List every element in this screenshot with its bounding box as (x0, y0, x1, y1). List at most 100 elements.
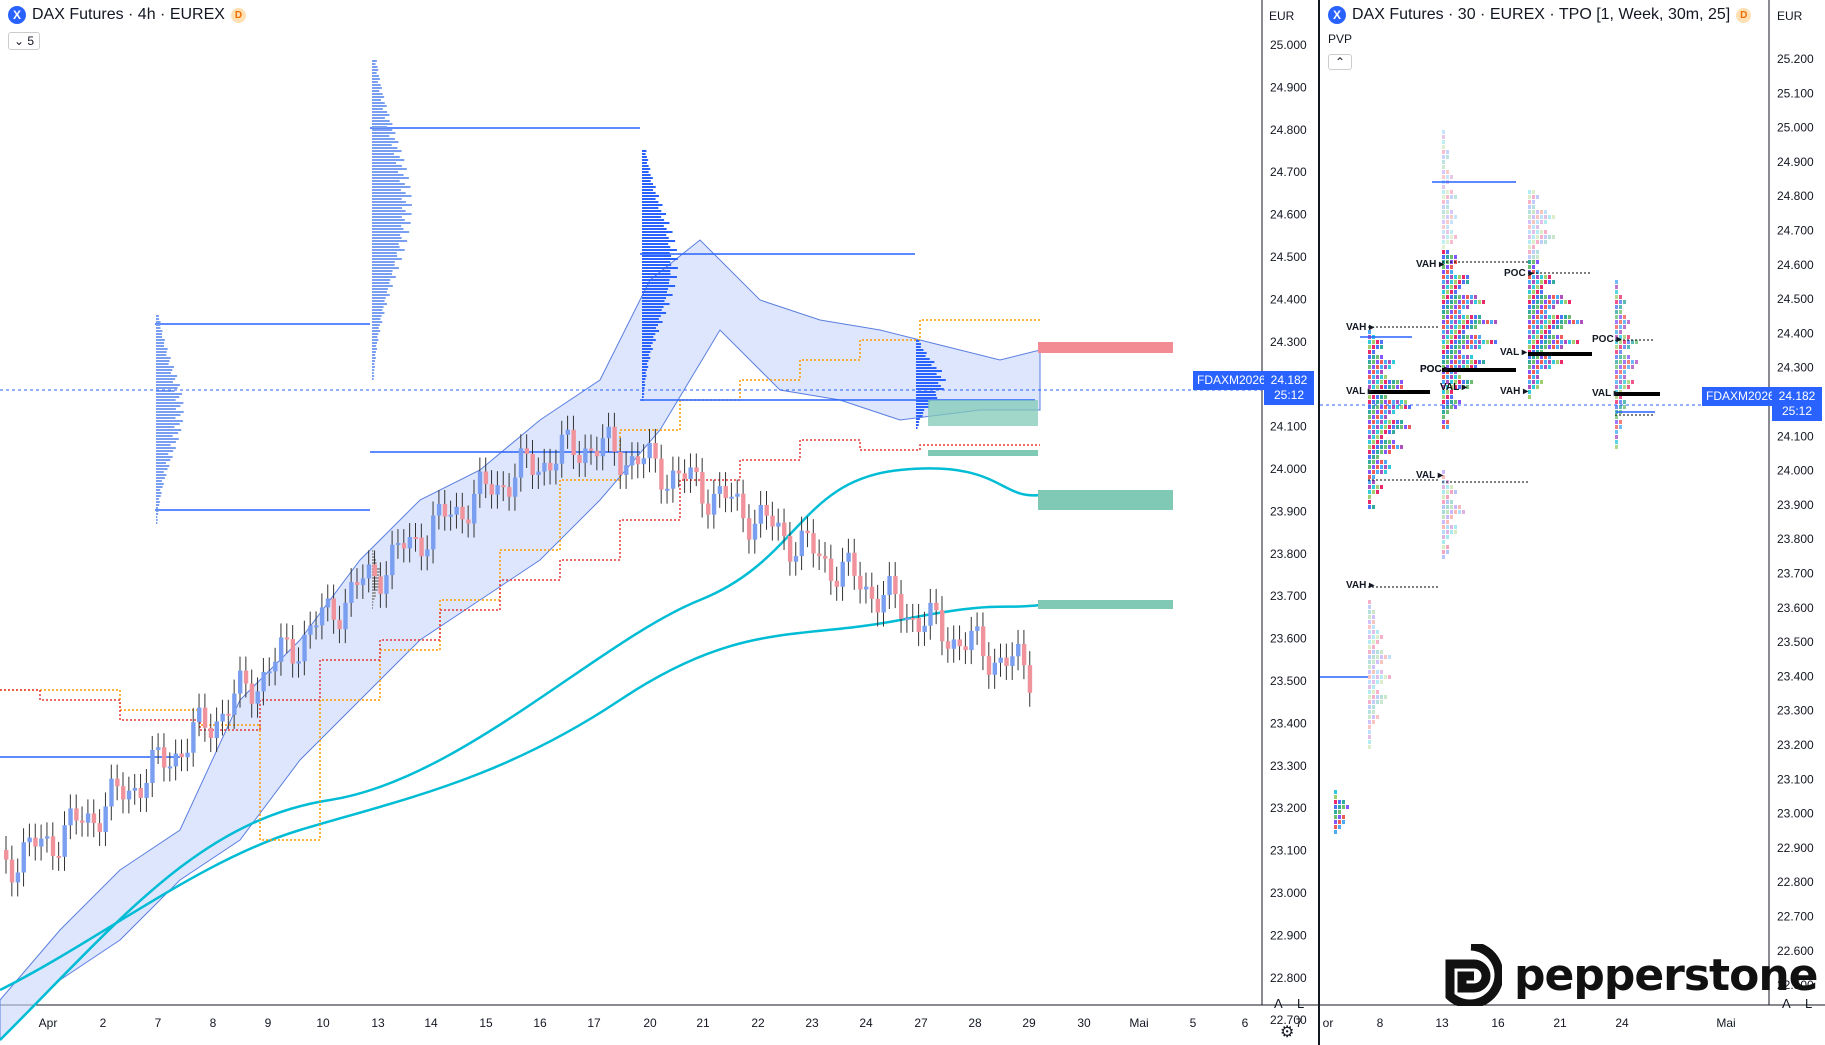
tpo-cell (1372, 660, 1375, 664)
tpo-cell (1442, 150, 1445, 154)
tpo-profile (1528, 190, 1555, 269)
indicator-toggle[interactable]: ⌄ 5 (8, 32, 41, 50)
candle-body (349, 582, 354, 603)
log-scale-button[interactable]: L (1297, 996, 1305, 1011)
left-chart-panel[interactable]: 25.000 24.900 24.800 24.700 24.600 24.500 24.4… (0, 0, 1320, 1045)
left-chart-canvas[interactable]: 25.00024.90024.80024.70024.60024.50024.4… (0, 0, 1318, 1045)
tpo-cell (1619, 295, 1622, 299)
tpo-cell (1376, 650, 1379, 654)
tpo-cell (1380, 415, 1383, 419)
volume-profile-bar (372, 222, 411, 224)
tpo-level-label: VAH ▸ (1346, 322, 1375, 333)
right-chart-title[interactable]: DAX Futures · 30 · EUREX · TPO [1, Week,… (1352, 6, 1731, 23)
candle-body (787, 535, 793, 562)
tpo-cell (1454, 305, 1457, 309)
volume-profile-bar (156, 441, 176, 443)
tpo-cell (1548, 280, 1551, 284)
x-circle-icon[interactable]: X (8, 6, 26, 24)
candle-body (355, 582, 360, 585)
tpo-cell (1544, 300, 1547, 304)
price-tick-label: 22.700 (1777, 910, 1814, 924)
tpo-cell (1334, 820, 1337, 824)
price-tick-label: 25.000 (1777, 121, 1814, 135)
tpo-cell (1458, 295, 1461, 299)
tpo-cell (1380, 700, 1383, 704)
candle-body (319, 607, 325, 626)
currency-label[interactable]: EUR (1777, 9, 1803, 23)
right-chart-panel[interactable]: 25.200 25.100 25.000 24.900 24.800 24.700 24.6… (1320, 0, 1825, 1045)
volume-profile-bar (372, 168, 407, 170)
volume-profile-bar (372, 294, 390, 296)
chevron-up-icon[interactable]: ⌃ (1328, 54, 1353, 70)
volume-profile-bar (372, 219, 405, 221)
tpo-cell (1462, 510, 1465, 514)
tpo-cell (1368, 460, 1371, 464)
tpo-cell (1372, 450, 1375, 454)
tpo-cell (1442, 175, 1445, 179)
tpo-cell (1384, 675, 1387, 679)
right-chart-canvas[interactable]: 25.20025.10025.00024.90024.80024.70024.6… (1320, 0, 1825, 1045)
volume-profile-bar (156, 438, 179, 440)
tpo-cell (1478, 340, 1481, 344)
tpo-cell (1532, 340, 1535, 344)
tpo-cell (1540, 300, 1543, 304)
tpo-cell (1446, 495, 1449, 499)
tpo-cell (1442, 255, 1445, 259)
volume-profile-bar (642, 246, 671, 248)
tpo-cell (1532, 325, 1535, 329)
tpo-cell (1482, 340, 1485, 344)
candle-body (665, 488, 670, 491)
tpo-cell (1564, 315, 1567, 319)
tpo-cell (1450, 300, 1453, 304)
tpo-cell (1372, 665, 1375, 669)
volume-profile-bar (642, 360, 649, 362)
auto-scale-button[interactable]: A (1782, 996, 1791, 1011)
volume-profile-bar (642, 342, 653, 344)
tpo-cell (1474, 360, 1477, 364)
tpo-cell (1450, 405, 1453, 409)
tpo-cell (1466, 280, 1469, 284)
tpo-cell (1458, 305, 1461, 309)
tpo-cell (1368, 620, 1371, 624)
volume-profile-bar (372, 556, 375, 558)
candle-body (951, 639, 957, 649)
log-scale-button[interactable]: L (1805, 996, 1813, 1011)
tpo-cell (1482, 300, 1485, 304)
tpo-cell (1528, 190, 1531, 194)
gear-icon[interactable]: ⚙ (1280, 1024, 1295, 1041)
currency-label[interactable]: EUR (1269, 9, 1295, 23)
candle-body (343, 602, 348, 630)
tpo-cell (1462, 295, 1465, 299)
tpo-cell (1446, 170, 1449, 174)
tpo-cell (1540, 340, 1543, 344)
tpo-cell (1619, 300, 1622, 304)
tpo-cell (1568, 340, 1571, 344)
left-chart-title[interactable]: DAX Futures · 4h · EUREX (32, 6, 225, 23)
tpo-cell (1454, 510, 1457, 514)
tpo-cell (1384, 425, 1387, 429)
tpo-cell (1454, 505, 1457, 509)
tpo-cell (1532, 335, 1535, 339)
volume-profile-bar (642, 357, 651, 359)
candle-body (881, 594, 886, 613)
tpo-cell (1631, 380, 1634, 384)
tpo-cell (1368, 695, 1371, 699)
tpo-cell (1368, 670, 1371, 674)
auto-scale-button[interactable]: A (1274, 996, 1283, 1011)
tpo-cell (1494, 320, 1497, 324)
x-circle-icon[interactable]: X (1328, 6, 1346, 24)
candle-body (624, 465, 629, 475)
volume-profile-bar (372, 261, 395, 263)
tpo-cell (1442, 545, 1445, 549)
tpo-cell (1376, 355, 1379, 359)
tpo-cell (1462, 275, 1465, 279)
tpo-cell (1544, 275, 1547, 279)
tpo-cell (1536, 315, 1539, 319)
tpo-cell (1446, 300, 1449, 304)
candle-body (220, 713, 225, 722)
candle-body (173, 753, 179, 767)
volume-profile-bar (372, 78, 380, 80)
tpo-cell (1442, 335, 1445, 339)
tpo-cell (1338, 800, 1341, 804)
candle-body (103, 806, 108, 832)
